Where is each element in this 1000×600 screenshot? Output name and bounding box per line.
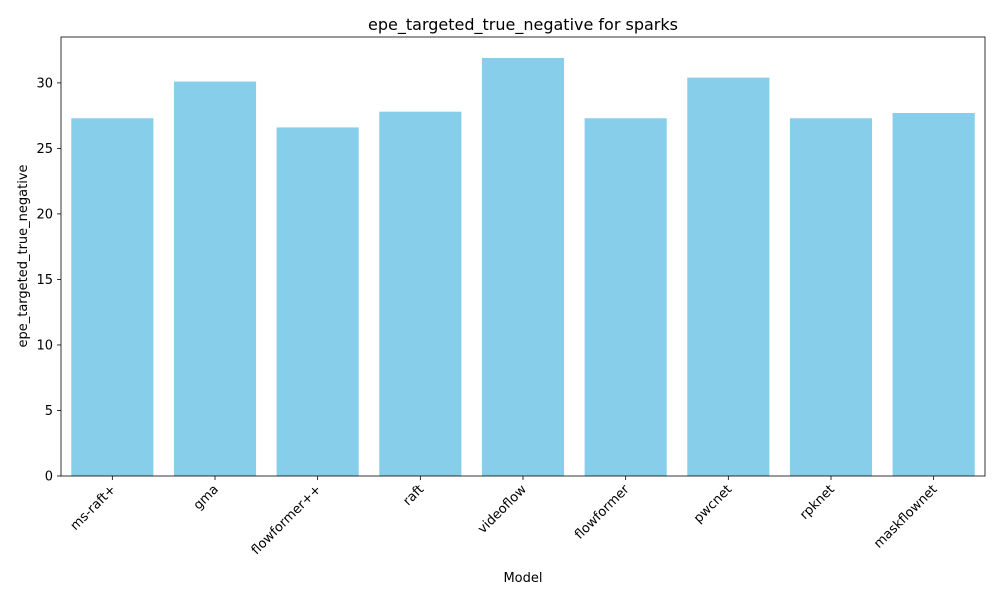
bar-maskflownet — [892, 113, 975, 476]
chart-title: epe_targeted_true_negative for sparks — [368, 15, 678, 35]
bar-raft — [379, 111, 462, 476]
bar-videoflow — [481, 57, 565, 476]
x-tick-label: flowformer++ — [249, 482, 325, 558]
bar-flowformer — [276, 127, 359, 477]
y-tick-label: 25 — [36, 142, 53, 157]
y-tick-label: 20 — [36, 207, 53, 222]
bar-gma — [173, 81, 257, 476]
x-tick-label: ms-raft+ — [68, 482, 119, 533]
x-tick-label: gma — [191, 482, 222, 513]
x-tick-label: pwcnet — [691, 482, 735, 526]
x-tick-label: raft — [400, 482, 427, 509]
x-tick-label: rpknet — [797, 482, 838, 523]
bar-pwcnet — [687, 77, 770, 477]
y-tick-label: 10 — [36, 338, 53, 353]
x-tick-label: videoflow — [475, 482, 530, 537]
y-tick-label: 0 — [45, 470, 53, 485]
bar-ms-raft — [71, 118, 154, 476]
y-tick-label: 30 — [36, 76, 53, 91]
x-tick-label: maskflownet — [871, 482, 940, 551]
x-tick-label: flowformer — [572, 482, 633, 543]
bar-flowformer — [584, 118, 667, 476]
bar-rpknet — [789, 118, 873, 476]
x-axis-label: Model — [503, 571, 542, 586]
y-axis-label: epe_targeted_true_negative — [16, 164, 31, 347]
y-tick-label: 15 — [36, 273, 53, 288]
bars-layer — [71, 57, 975, 477]
y-tick-label: 5 — [45, 404, 53, 419]
